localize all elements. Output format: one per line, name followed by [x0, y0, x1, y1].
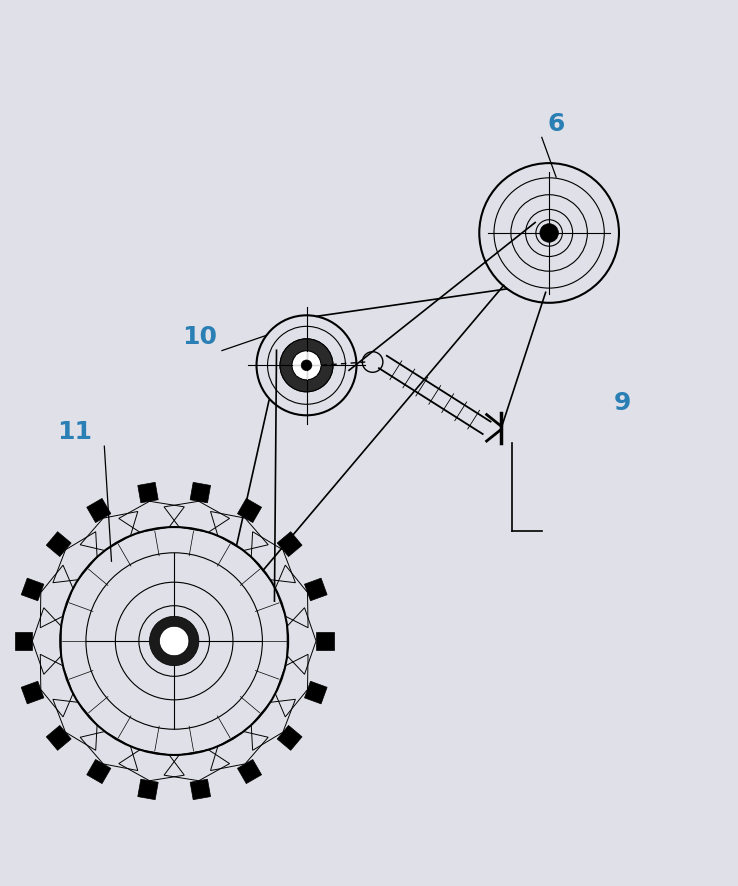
Polygon shape	[316, 633, 334, 650]
Circle shape	[159, 626, 189, 656]
Text: 9: 9	[614, 391, 631, 415]
Circle shape	[540, 224, 559, 243]
Polygon shape	[46, 726, 71, 750]
Text: 6: 6	[548, 112, 565, 136]
Polygon shape	[138, 780, 158, 800]
Polygon shape	[46, 532, 71, 557]
Text: 11: 11	[58, 420, 92, 444]
Polygon shape	[15, 633, 32, 650]
Polygon shape	[305, 579, 327, 601]
Circle shape	[301, 361, 311, 371]
Polygon shape	[305, 681, 327, 704]
Polygon shape	[238, 499, 261, 523]
Polygon shape	[277, 726, 302, 750]
Polygon shape	[238, 759, 261, 784]
Polygon shape	[190, 483, 210, 503]
Text: 10: 10	[182, 324, 218, 348]
Polygon shape	[277, 532, 302, 557]
Polygon shape	[190, 780, 210, 800]
Polygon shape	[87, 499, 111, 523]
Circle shape	[280, 339, 333, 392]
Polygon shape	[21, 579, 44, 601]
Polygon shape	[21, 681, 44, 704]
Polygon shape	[138, 483, 158, 503]
Polygon shape	[87, 759, 111, 784]
Circle shape	[292, 352, 321, 380]
Circle shape	[150, 617, 199, 666]
